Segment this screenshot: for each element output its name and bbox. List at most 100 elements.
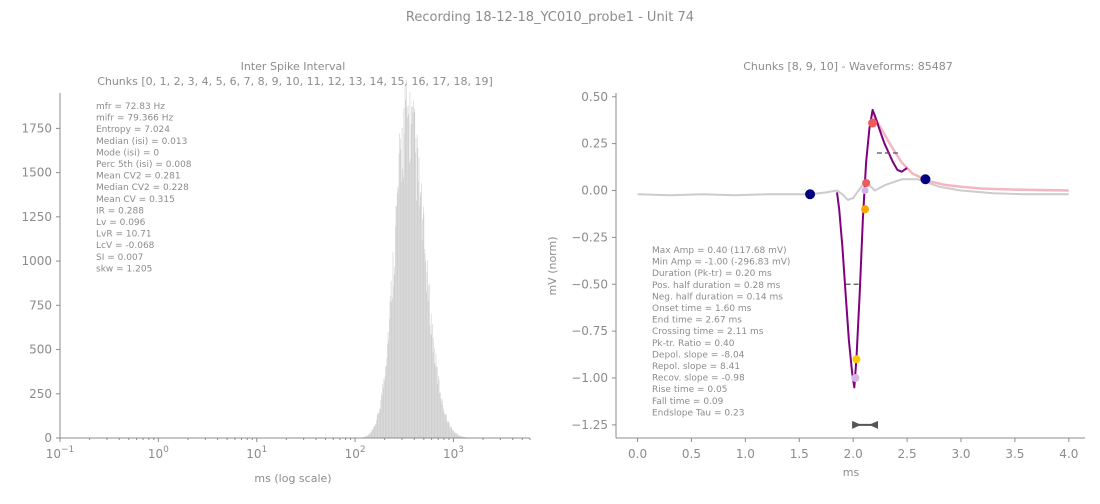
isi-bar (397, 193, 398, 438)
isi-stat-line: Median CV2 = 0.228 (96, 183, 189, 193)
isi-bar (372, 430, 373, 438)
isi-bar (419, 157, 420, 438)
waveform-stat-line: Crossing time = 2.11 ms (652, 327, 764, 337)
isi-bar (376, 424, 377, 438)
isi-bar (380, 409, 381, 438)
isi-bar (402, 128, 403, 438)
isi-x-label: ms (log scale) (254, 472, 331, 485)
isi-bar (436, 353, 437, 438)
isi-stat-line: Entropy = 7.024 (96, 125, 170, 135)
waveform-y-tick-label: 0.25 (581, 137, 608, 151)
isi-stat-line: IR = 0.288 (96, 206, 144, 216)
waveform-y-ticks: 0.500.250.00−0.25−0.50−0.75−1.00−1.25 (571, 90, 616, 432)
isi-bar (381, 393, 382, 438)
isi-bar (412, 106, 413, 438)
isi-x-tick-label: 102 (345, 445, 366, 461)
isi-bar (419, 206, 420, 438)
isi-bar (437, 367, 438, 438)
isi-bar (401, 182, 402, 438)
isi-bar (457, 434, 458, 438)
waveform-stat-line: Duration (Pk-tr) = 0.20 ms (652, 269, 772, 279)
isi-bar (448, 421, 449, 438)
isi-stat-line: mifr = 79.366 Hz (96, 114, 174, 124)
waveform-x-tick-label: 1.5 (790, 447, 809, 461)
isi-stat-line: Perc 5th (isi) = 0.008 (96, 160, 192, 170)
isi-bar (395, 226, 396, 438)
isi-bar (452, 431, 453, 438)
waveform-y-tick-label: 0.50 (581, 90, 608, 104)
isi-bar (413, 101, 414, 438)
isi-bar (421, 183, 422, 438)
duration-arrow-right-head (869, 421, 878, 429)
mean-waveform-line (837, 110, 907, 388)
isi-bar (451, 427, 452, 438)
waveform-x-tick-label: 2.0 (844, 447, 863, 461)
isi-bar (414, 112, 415, 438)
isi-bar (373, 427, 374, 438)
figure-title: Recording 18-12-18_YC010_probe1 - Unit 7… (406, 10, 694, 25)
isi-bar (383, 388, 384, 438)
isi-bar (424, 249, 425, 438)
isi-bar (425, 254, 426, 438)
isi-y-tick-label: 1250 (21, 210, 52, 224)
isi-bar (390, 301, 391, 438)
isi-bar (431, 314, 432, 438)
isi-bar (384, 379, 385, 438)
isi-bar (391, 281, 392, 438)
isi-bar (458, 434, 459, 438)
isi-bar (406, 80, 407, 438)
waveform-y-label: mV (norm) (546, 236, 559, 295)
isi-bar (453, 430, 454, 438)
isi-bar (371, 432, 372, 438)
isi-bar (439, 380, 440, 438)
isi-bar (438, 376, 439, 438)
waveform-stat-line: Pos. half duration = 0.28 ms (652, 281, 781, 291)
isi-bar (447, 421, 448, 438)
isi-bar (445, 415, 446, 438)
waveform-stats-box: Max Amp = 0.40 (117.68 mV)Min Amp = -1.0… (652, 246, 790, 418)
isi-bar (374, 426, 375, 438)
isi-histogram-panel: Inter Spike Interval Chunks [0, 1, 2, 3,… (21, 60, 530, 485)
isi-bar (443, 408, 444, 438)
isi-bar (408, 105, 409, 438)
isi-bar (441, 401, 442, 438)
isi-bar (441, 399, 442, 438)
isi-bar (402, 169, 403, 438)
isi-bar (388, 340, 389, 438)
isi-bar (424, 214, 425, 438)
isi-stat-line: SI = 0.007 (96, 253, 143, 263)
isi-bar (418, 148, 419, 438)
isi-bar (418, 182, 419, 438)
isi-bar (382, 384, 383, 438)
isi-bar (434, 348, 435, 438)
isi-bar (400, 139, 401, 438)
isi-bar (442, 399, 443, 438)
isi-bar (436, 367, 437, 438)
waveform-stat-line: End time = 2.67 ms (652, 316, 742, 326)
isi-bar (422, 241, 423, 438)
isi-bar (442, 405, 443, 438)
isi-bar (454, 432, 455, 438)
isi-bars (358, 80, 472, 438)
waveform-stat-line: Endslope Tau = 0.23 (652, 408, 744, 418)
isi-bar (430, 325, 431, 438)
waveform-stat-line: Repol. slope = 8.41 (652, 362, 740, 372)
isi-stat-line: LcV = -0.068 (96, 241, 155, 251)
isi-bar (408, 114, 409, 438)
isi-bar (390, 296, 391, 438)
isi-bar (422, 219, 423, 438)
isi-bar (407, 107, 408, 438)
isi-bar (433, 352, 434, 438)
isi-bar (444, 412, 445, 438)
isi-bar (399, 154, 400, 438)
isi-stat-line: LvR = 10.71 (96, 230, 152, 240)
waveform-marker (861, 205, 869, 213)
isi-bar (429, 284, 430, 438)
waveform-marker (862, 187, 869, 194)
waveform-marker (851, 374, 859, 382)
isi-bar (427, 260, 428, 438)
waveform-title: Chunks [8, 9, 10] - Waveforms: 85487 (743, 60, 952, 73)
isi-y-tick-label: 1500 (21, 166, 52, 180)
